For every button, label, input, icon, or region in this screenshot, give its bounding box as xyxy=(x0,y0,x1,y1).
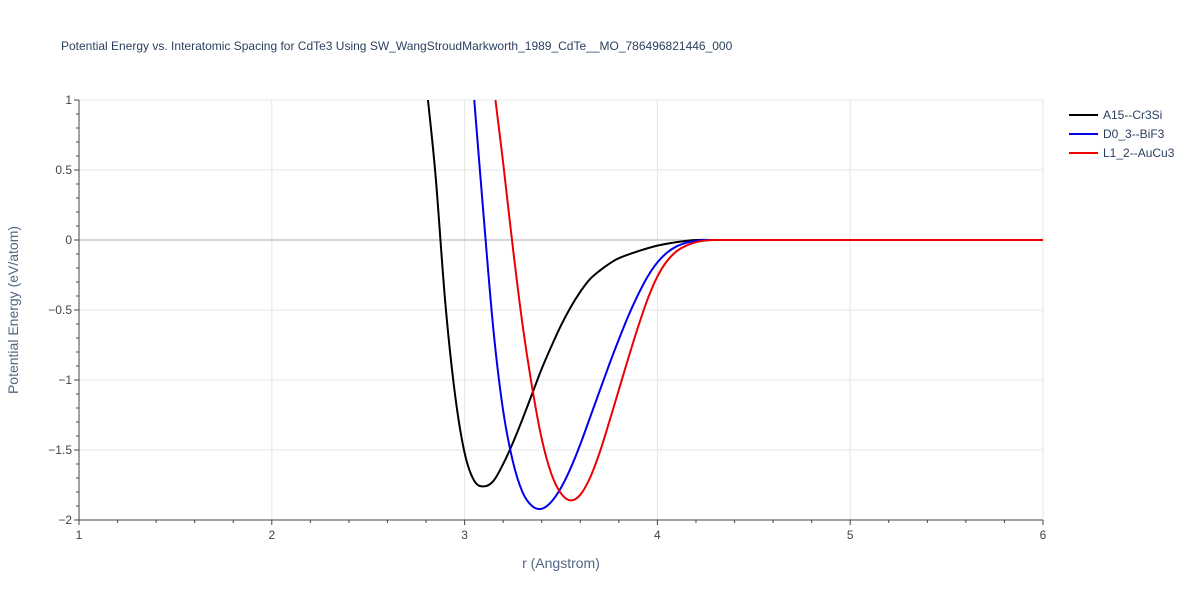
legend-item[interactable]: A15--Cr3Si xyxy=(1069,108,1162,122)
y-tick-label: −2 xyxy=(58,513,72,527)
x-tick-label: 1 xyxy=(76,528,83,542)
legend-item[interactable]: L1_2--AuCu3 xyxy=(1069,146,1175,160)
y-tick-label: 0.5 xyxy=(55,163,72,177)
grid xyxy=(79,99,1044,520)
y-tick-label: −0.5 xyxy=(48,303,72,317)
axes: 1 2 3 4 5 6 −2 −1.5 −1 −0.5 0 0.5 1 xyxy=(48,93,1046,542)
series-line-1[interactable] xyxy=(426,100,1043,488)
x-tick-label: 4 xyxy=(654,528,661,542)
x-axis-title: r (Angstrom) xyxy=(522,555,600,571)
y-tick-label: 1 xyxy=(65,93,72,107)
y-tick-label: −1 xyxy=(58,373,72,387)
legend-label: L1_2--AuCu3 xyxy=(1103,146,1175,160)
y-tick-label: −1.5 xyxy=(48,443,72,457)
legend-label: A15--Cr3Si xyxy=(1103,108,1162,122)
x-tick-label: 6 xyxy=(1040,528,1047,542)
series-line-3[interactable] xyxy=(494,100,1043,502)
y-axis-title: Potential Energy (eV/atom) xyxy=(5,226,21,394)
legend-label: D0_3--BiF3 xyxy=(1103,127,1165,141)
x-tick-label: 3 xyxy=(461,528,468,542)
legend-item[interactable]: D0_3--BiF3 xyxy=(1069,127,1165,141)
series-group xyxy=(426,100,1043,511)
y-tick-label: 0 xyxy=(65,233,72,247)
legend[interactable]: A15--Cr3Si D0_3--BiF3 L1_2--AuCu3 xyxy=(1069,108,1175,160)
series-line-2[interactable] xyxy=(473,100,1043,511)
chart-title: Potential Energy vs. Interatomic Spacing… xyxy=(61,39,733,53)
x-tick-label: 2 xyxy=(268,528,275,542)
x-tick-label: 5 xyxy=(847,528,854,542)
